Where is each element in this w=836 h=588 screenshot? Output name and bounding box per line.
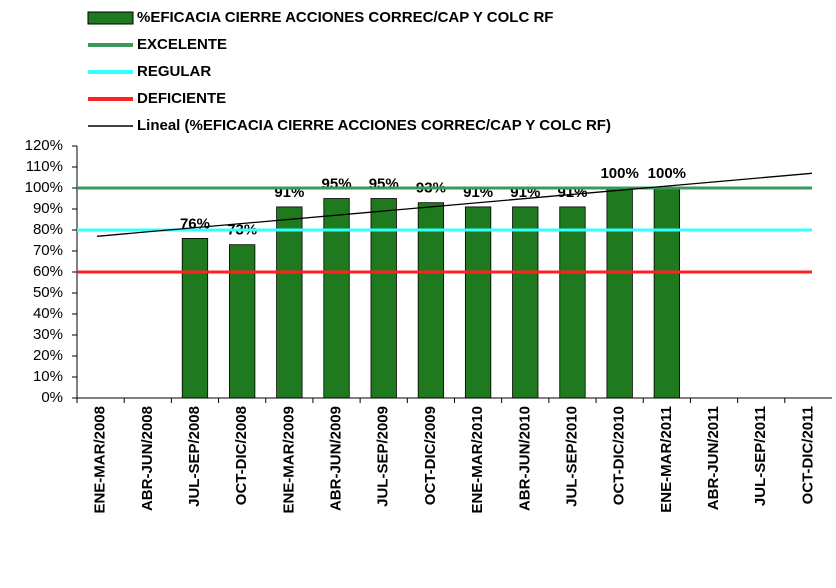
x-tick-label: ABR-JUN/2008	[139, 406, 156, 511]
y-tick-label: 20%	[33, 347, 63, 364]
value-label: 91%	[557, 184, 587, 201]
legend-label: EXCELENTE	[137, 36, 227, 53]
legend-label: DEFICIENTE	[137, 90, 226, 107]
bar	[276, 206, 303, 399]
y-tick-label: 50%	[33, 284, 63, 301]
value-label: 100%	[600, 165, 638, 182]
bar	[370, 198, 397, 399]
x-tick-label: ABR-JUN/2010	[516, 406, 533, 511]
x-tick-label: OCT-DIC/2010	[611, 406, 628, 505]
legend-label: %EFICACIA CIERRE ACCIONES CORREC/CAP Y C…	[137, 9, 553, 26]
legend-label: REGULAR	[137, 63, 211, 80]
y-tick-label: 110%	[26, 158, 63, 175]
y-tick-label: 60%	[33, 263, 63, 280]
y-tick-label: 90%	[33, 200, 63, 217]
y-tick-label: 120%	[25, 137, 63, 154]
y-tick-label: 100%	[25, 179, 63, 196]
value-label: 91%	[274, 184, 304, 201]
trend-line	[96, 172, 813, 237]
x-tick-label: OCT-DIC/2009	[422, 406, 439, 505]
x-tick-label: ENE-MAR/2008	[92, 406, 109, 514]
bar	[323, 198, 350, 399]
x-tick-label: OCT-DIC/2008	[233, 406, 250, 505]
x-tick-label: JUL-SEP/2008	[186, 406, 203, 507]
bar	[181, 237, 209, 399]
bar	[512, 206, 539, 399]
x-tick-label: OCT-DIC/2011	[799, 406, 816, 504]
y-tick-label: 80%	[33, 221, 63, 238]
y-tick-label: 0%	[41, 389, 63, 406]
bar	[606, 187, 633, 399]
bar	[417, 202, 445, 399]
x-tick-label: ENE-MAR/2011	[658, 406, 675, 513]
y-tick-label: 30%	[33, 326, 63, 343]
x-tick-label: ABR-JUN/2011	[705, 406, 722, 510]
value-label: 95%	[369, 175, 399, 192]
x-tick-label: JUL-SEP/2009	[375, 406, 392, 507]
bar	[229, 244, 256, 399]
bar	[559, 206, 586, 399]
bar	[653, 187, 680, 399]
value-label: 100%	[648, 165, 686, 182]
y-tick-label: 70%	[33, 242, 63, 259]
y-tick-label: 10%	[33, 368, 63, 385]
x-tick-label: JUL-SEP/2011	[752, 406, 769, 506]
value-label: 91%	[463, 184, 493, 201]
value-label: 95%	[322, 175, 352, 192]
legend-label: Lineal (%EFICACIA CIERRE ACCIONES CORREC…	[137, 117, 611, 134]
x-tick-label: ABR-JUN/2009	[328, 406, 345, 511]
x-tick-label: ENE-MAR/2009	[280, 406, 297, 514]
x-tick-label: JUL-SEP/2010	[563, 406, 580, 507]
bar	[464, 206, 492, 399]
x-tick-label: ENE-MAR/2010	[469, 406, 486, 514]
y-tick-label: 40%	[33, 305, 63, 322]
legend-swatch	[87, 11, 134, 25]
